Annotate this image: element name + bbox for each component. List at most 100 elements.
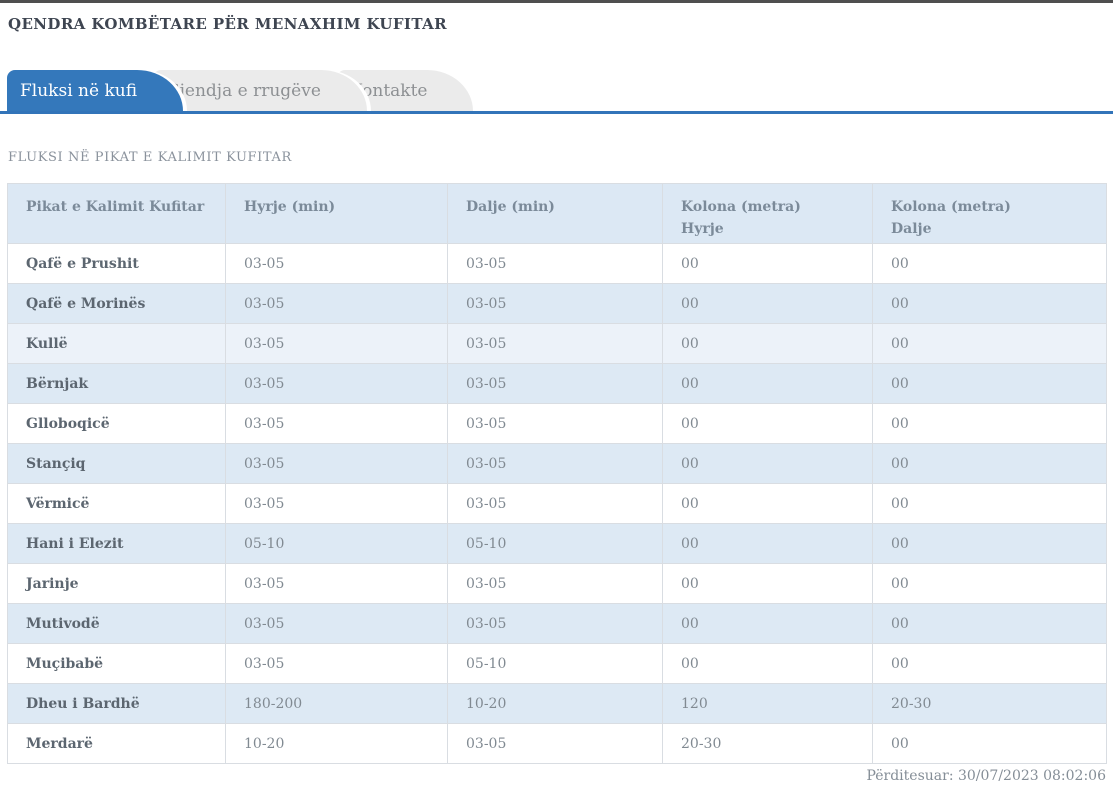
table-row: Hani i Elezit 05-10 05-10 00 00 (7, 523, 1107, 564)
table-body: Qafë e Prushit 03-05 03-05 00 00 Qafë e Morin… (7, 243, 1107, 764)
crossing-point-name: Mutivodë (7, 603, 226, 644)
crossing-point-value: 00 (662, 643, 873, 684)
crossing-point-name: Qafë e Prushit (7, 243, 226, 284)
crossing-point-name: Glloboqicë (7, 403, 226, 444)
column-header-exit-min: Dalje (min) (447, 183, 663, 244)
crossing-point-value: 03-05 (225, 443, 448, 484)
table-header-row: Pikat e Kalimit Kufitar Hyrje (min) Dalj… (7, 183, 1107, 244)
crossing-point-value: 00 (662, 523, 873, 564)
tab-fluksi-ne-kufi[interactable]: Fluksi në kufi (7, 70, 184, 111)
crossing-point-value: 03-05 (447, 363, 663, 404)
crossing-point-value: 00 (872, 483, 1107, 524)
crossing-point-value: 10-20 (447, 683, 663, 724)
crossing-point-value: 03-05 (447, 483, 663, 524)
crossing-point-name: Merdarë (7, 723, 226, 764)
crossing-point-value: 03-05 (225, 483, 448, 524)
border-crossings-table: Pikat e Kalimit Kufitar Hyrje (min) Dalj… (7, 183, 1107, 764)
crossing-point-value: 00 (872, 443, 1107, 484)
page-title: QENDRA KOMBËTARE PËR MENAXHIM KUFITAR (8, 15, 447, 33)
crossing-point-value: 20-30 (662, 723, 873, 764)
crossing-point-value: 03-05 (447, 723, 663, 764)
table-row: Qafë e Prushit 03-05 03-05 00 00 (7, 243, 1107, 284)
crossing-point-value: 03-05 (225, 603, 448, 644)
table-row: Mutivodë 03-05 03-05 00 00 (7, 603, 1107, 644)
crossing-point-name: Jarinje (7, 563, 226, 604)
column-header-text: Pikat e Kalimit Kufitar (26, 199, 205, 215)
top-border (0, 0, 1113, 3)
crossing-point-value: 03-05 (447, 563, 663, 604)
crossing-point-value: 03-05 (447, 443, 663, 484)
table-row: Kullë 03-05 03-05 00 00 (7, 323, 1107, 364)
crossing-point-value: 00 (872, 523, 1107, 564)
crossing-point-value: 00 (872, 243, 1107, 284)
column-header-text: Hyrje (681, 221, 724, 237)
crossing-point-value: 03-05 (225, 363, 448, 404)
column-header-text: Kolona (metra) (891, 199, 1011, 215)
crossing-point-value: 00 (662, 603, 873, 644)
crossing-point-value: 03-05 (447, 283, 663, 324)
column-header-text: Kolona (metra) (681, 199, 801, 215)
crossing-point-value: 20-30 (872, 683, 1107, 724)
crossing-point-name: Bërnjak (7, 363, 226, 404)
crossing-point-value: 05-10 (447, 643, 663, 684)
crossing-point-value: 05-10 (447, 523, 663, 564)
crossing-point-value: 00 (872, 363, 1107, 404)
crossing-point-value: 03-05 (225, 283, 448, 324)
crossing-point-value: 03-05 (225, 323, 448, 364)
crossing-point-value: 00 (662, 363, 873, 404)
crossing-point-value: 00 (872, 603, 1107, 644)
crossing-point-name: Hani i Elezit (7, 523, 226, 564)
crossing-point-value: 00 (662, 483, 873, 524)
table-row: Bërnjak 03-05 03-05 00 00 (7, 363, 1107, 404)
crossing-point-value: 00 (662, 563, 873, 604)
table-row: Muçibabë 03-05 05-10 00 00 (7, 643, 1107, 684)
crossing-point-value: 00 (872, 323, 1107, 364)
crossing-point-name: Vërmicë (7, 483, 226, 524)
table-row: Glloboqicë 03-05 03-05 00 00 (7, 403, 1107, 444)
column-header-crossing-point: Pikat e Kalimit Kufitar (7, 183, 226, 244)
crossing-point-name: Muçibabë (7, 643, 226, 684)
crossing-point-value: 00 (662, 403, 873, 444)
table-row: Qafë e Morinës 03-05 03-05 00 00 (7, 283, 1107, 324)
crossing-point-value: 03-05 (225, 403, 448, 444)
crossing-point-value: 00 (872, 283, 1107, 324)
table-row: Stançiq 03-05 03-05 00 00 (7, 443, 1107, 484)
table-row: Dheu i Bardhë 180-200 10-20 120 20-30 (7, 683, 1107, 724)
crossing-point-value: 120 (662, 683, 873, 724)
table-row: Jarinje 03-05 03-05 00 00 (7, 563, 1107, 604)
crossing-point-value: 00 (872, 563, 1107, 604)
crossing-point-name: Qafë e Morinës (7, 283, 226, 324)
tab-label: Fluksi në kufi (20, 80, 138, 101)
crossing-point-value: 03-05 (225, 563, 448, 604)
crossing-point-value: 03-05 (225, 643, 448, 684)
crossing-point-value: 00 (872, 643, 1107, 684)
crossing-point-name: Stançiq (7, 443, 226, 484)
crossing-point-value: 00 (662, 443, 873, 484)
crossing-point-value: 03-05 (447, 243, 663, 284)
table-row: Vërmicë 03-05 03-05 00 00 (7, 483, 1107, 524)
column-header-text: Hyrje (min) (244, 199, 336, 215)
crossing-point-name: Kullë (7, 323, 226, 364)
crossing-point-value: 00 (662, 243, 873, 284)
crossing-point-value: 03-05 (225, 243, 448, 284)
crossing-point-value: 03-05 (447, 603, 663, 644)
table-row: Merdarë 10-20 03-05 20-30 00 (7, 723, 1107, 764)
crossing-point-value: 180-200 (225, 683, 448, 724)
tab-label: Kontakte (349, 80, 428, 101)
crossing-point-name: Dheu i Bardhë (7, 683, 226, 724)
section-title: FLUKSI NË PIKAT E KALIMIT KUFITAR (8, 150, 292, 165)
tab-label: Gjendja e rrugëve (166, 80, 321, 101)
column-header-text: Dalje (min) (466, 199, 555, 215)
column-header-queue-entry: Kolona (metra) Hyrje (662, 183, 873, 244)
tab-gjendja-e-rrugeve[interactable]: Gjendja e rrugëve (153, 70, 367, 111)
crossing-point-value: 00 (662, 283, 873, 324)
crossing-point-value: 10-20 (225, 723, 448, 764)
crossing-point-value: 03-05 (447, 403, 663, 444)
crossing-point-value: 00 (872, 403, 1107, 444)
crossing-point-value: 03-05 (447, 323, 663, 364)
column-header-queue-exit: Kolona (metra) Dalje (872, 183, 1107, 244)
column-header-entry-min: Hyrje (min) (225, 183, 448, 244)
tab-bar: Fluksi në kufi Gjendja e rrugëve Kontakt… (0, 70, 1113, 114)
updated-timestamp: Përditesuar: 30/07/2023 08:02:06 (866, 768, 1106, 784)
crossing-point-value: 00 (662, 323, 873, 364)
